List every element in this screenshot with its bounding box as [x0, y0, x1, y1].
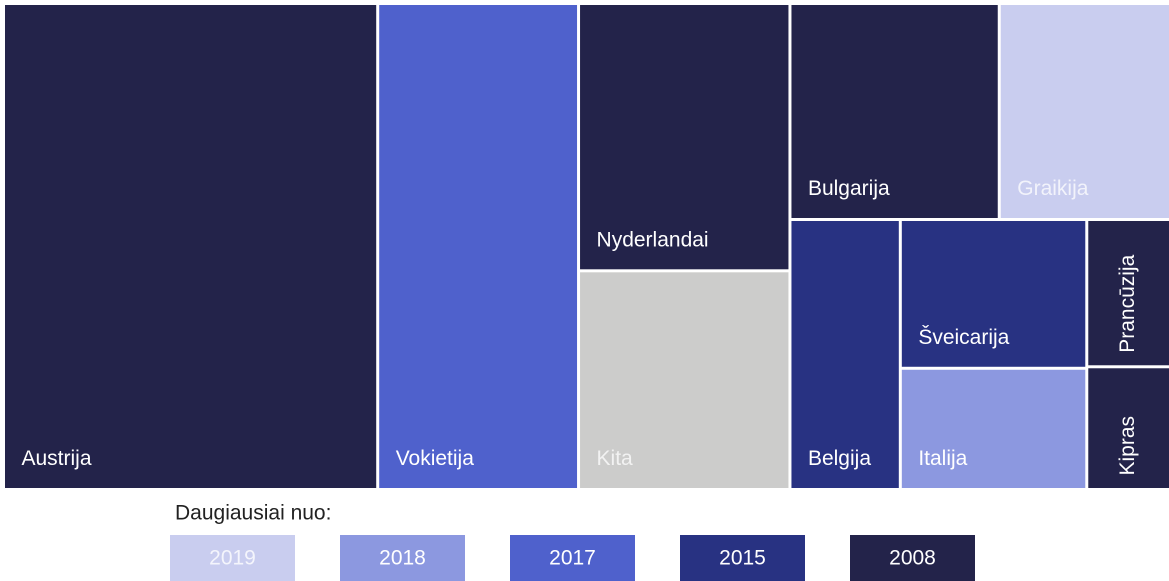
cell-label: Kipras [1116, 416, 1139, 476]
cell-label: Kita [597, 447, 634, 470]
treemap-cell [791, 5, 998, 218]
treemap-cell [791, 221, 899, 488]
legend-swatch [680, 535, 805, 581]
cell-label: Bulgarija [808, 177, 890, 200]
treemap-cell [379, 5, 578, 488]
cell-label: Italija [918, 447, 967, 470]
cell-label: Prancūzija [1116, 254, 1139, 352]
treemap-cell [580, 5, 789, 270]
cell-label: Graikija [1017, 177, 1089, 200]
legend-swatch [340, 535, 465, 581]
legend-swatch [850, 535, 975, 581]
cell-label: Šveicarija [918, 326, 1009, 349]
legend-label: 2018 [379, 547, 426, 570]
cell-label: Austrija [22, 447, 92, 470]
treemap-cell [1088, 221, 1169, 366]
cell-label: Belgija [808, 447, 871, 470]
cell-label: Vokietija [396, 447, 475, 470]
treemap-cell [5, 5, 377, 488]
cell-label: Nyderlandai [597, 228, 709, 251]
legend-swatch [170, 535, 295, 581]
legend-label: 2008 [889, 547, 936, 570]
treemap-cell [901, 221, 1086, 367]
legend-label: 2015 [719, 547, 766, 570]
treemap-cell [1000, 5, 1169, 218]
legend-label: 2017 [549, 547, 596, 570]
legend-title: Daugiausiai nuo: [175, 502, 331, 525]
legend-swatch [510, 535, 635, 581]
legend-label: 2019 [209, 547, 256, 570]
treemap-cell [1088, 368, 1169, 488]
treemap-cell [901, 369, 1086, 488]
treemap-cell [580, 272, 789, 488]
